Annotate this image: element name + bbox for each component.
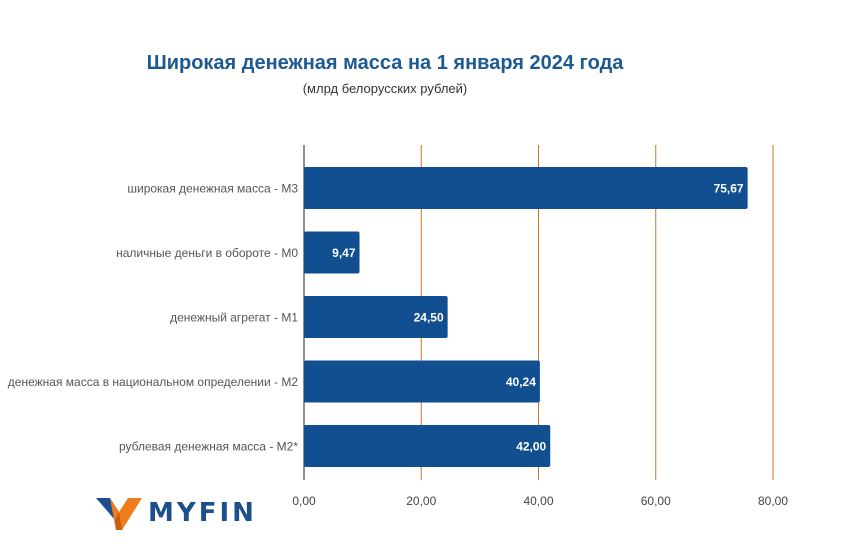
x-tick-label: 40,00: [523, 494, 553, 508]
bar-value-label: 24,50: [414, 311, 444, 325]
bar-value-label: 40,24: [506, 375, 536, 389]
bar: [304, 167, 748, 209]
category-label: денежный агрегат - М1: [170, 311, 298, 325]
bar: [304, 231, 360, 274]
bar: [304, 296, 448, 338]
x-tick-label: 20,00: [406, 494, 436, 508]
x-tick-label: 0,00: [292, 494, 316, 508]
category-label: наличные деньги в обороте - М0: [116, 246, 298, 260]
bar: [304, 425, 551, 467]
category-label: рублевая денежная масса - М2*: [119, 440, 298, 454]
bar-value-label: 75,67: [714, 182, 744, 196]
bar-value-label: 9,47: [332, 246, 356, 260]
bar-value-label: 42,00: [516, 440, 546, 454]
x-tick-label: 60,00: [641, 494, 671, 508]
bar: [304, 360, 540, 403]
chart-subtitle: (млрд белорусских рублей): [302, 81, 468, 96]
chart-title: Широкая денежная масса на 1 января 2024 …: [146, 52, 624, 74]
x-tick-label: 80,00: [758, 494, 788, 508]
myfin-logo-icon: [96, 498, 142, 530]
myfin-logo: MYFIN: [96, 496, 256, 532]
myfin-logo-text: MYFIN: [148, 498, 257, 528]
category-label: денежная масса в национальном определени…: [8, 375, 299, 389]
category-label: широкая денежная масса - М3: [127, 182, 298, 196]
